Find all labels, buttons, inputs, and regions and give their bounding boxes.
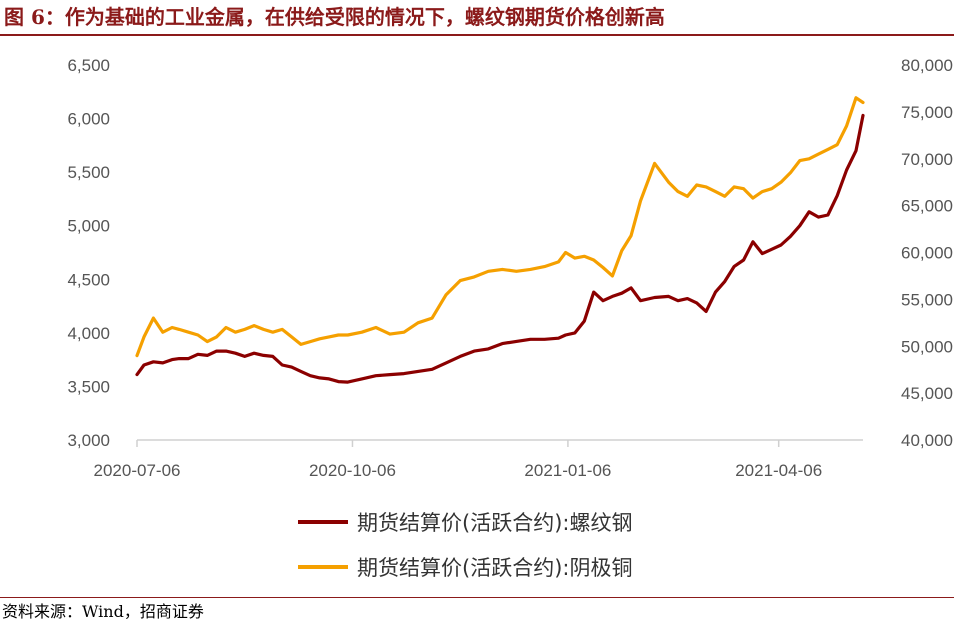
y-left-tick-label: 4,500: [67, 270, 110, 289]
y-right-tick-label: 75,000: [901, 103, 953, 122]
y-right-tick-label: 50,000: [901, 337, 953, 356]
title-divider: [0, 34, 954, 36]
y-left-tick-label: 3,000: [67, 431, 110, 450]
series-line-copper: [135, 96, 865, 358]
y-right-tick-label: 55,000: [901, 290, 953, 309]
y-right-tick-label: 65,000: [901, 197, 953, 216]
legend-label-copper: 期货结算价(活跃合约):阴极铜: [357, 556, 632, 580]
legend-label-rebar: 期货结算价(活跃合约):螺纹钢: [357, 511, 632, 535]
figure-title: 图 6：作为基础的工业金属，在供给受限的情况下，螺纹钢期货价格创新高: [4, 5, 665, 29]
y-left-tick-label: 5,000: [67, 217, 110, 236]
x-tick-label: 2020-07-06: [94, 461, 181, 480]
series-layer: [135, 96, 865, 384]
x-tick-label: 2020-10-06: [309, 461, 396, 480]
axes: 3,000 3,500 4,000 4,500 5,000 5,500 6,000 6,500…: [67, 56, 953, 480]
y-left-tick-label: 5,500: [67, 163, 110, 182]
y-left-tick-label: 3,500: [67, 377, 110, 396]
x-tick-label: 2021-01-06: [524, 461, 611, 480]
x-tick-label: 2021-04-06: [735, 461, 822, 480]
y-right-tick-label: 40,000: [901, 431, 953, 450]
source-note: 资料来源：Wind，招商证券: [2, 602, 204, 621]
y-right-tick-label: 80,000: [901, 56, 953, 75]
y-right-tick-label: 45,000: [901, 384, 953, 403]
y-right-tick-label: 70,000: [901, 150, 953, 169]
y-right-tick-label: 60,000: [901, 244, 953, 263]
line-chart: 3,000 3,500 4,000 4,500 5,000 5,500 6,000 6,500…: [67, 56, 953, 580]
source-divider: [0, 597, 954, 598]
y-left-tick-label: 6,000: [67, 110, 110, 129]
series-line-rebar: [135, 113, 865, 384]
y-left-tick-label: 4,000: [67, 324, 110, 343]
y-left-tick-label: 6,500: [67, 56, 110, 75]
